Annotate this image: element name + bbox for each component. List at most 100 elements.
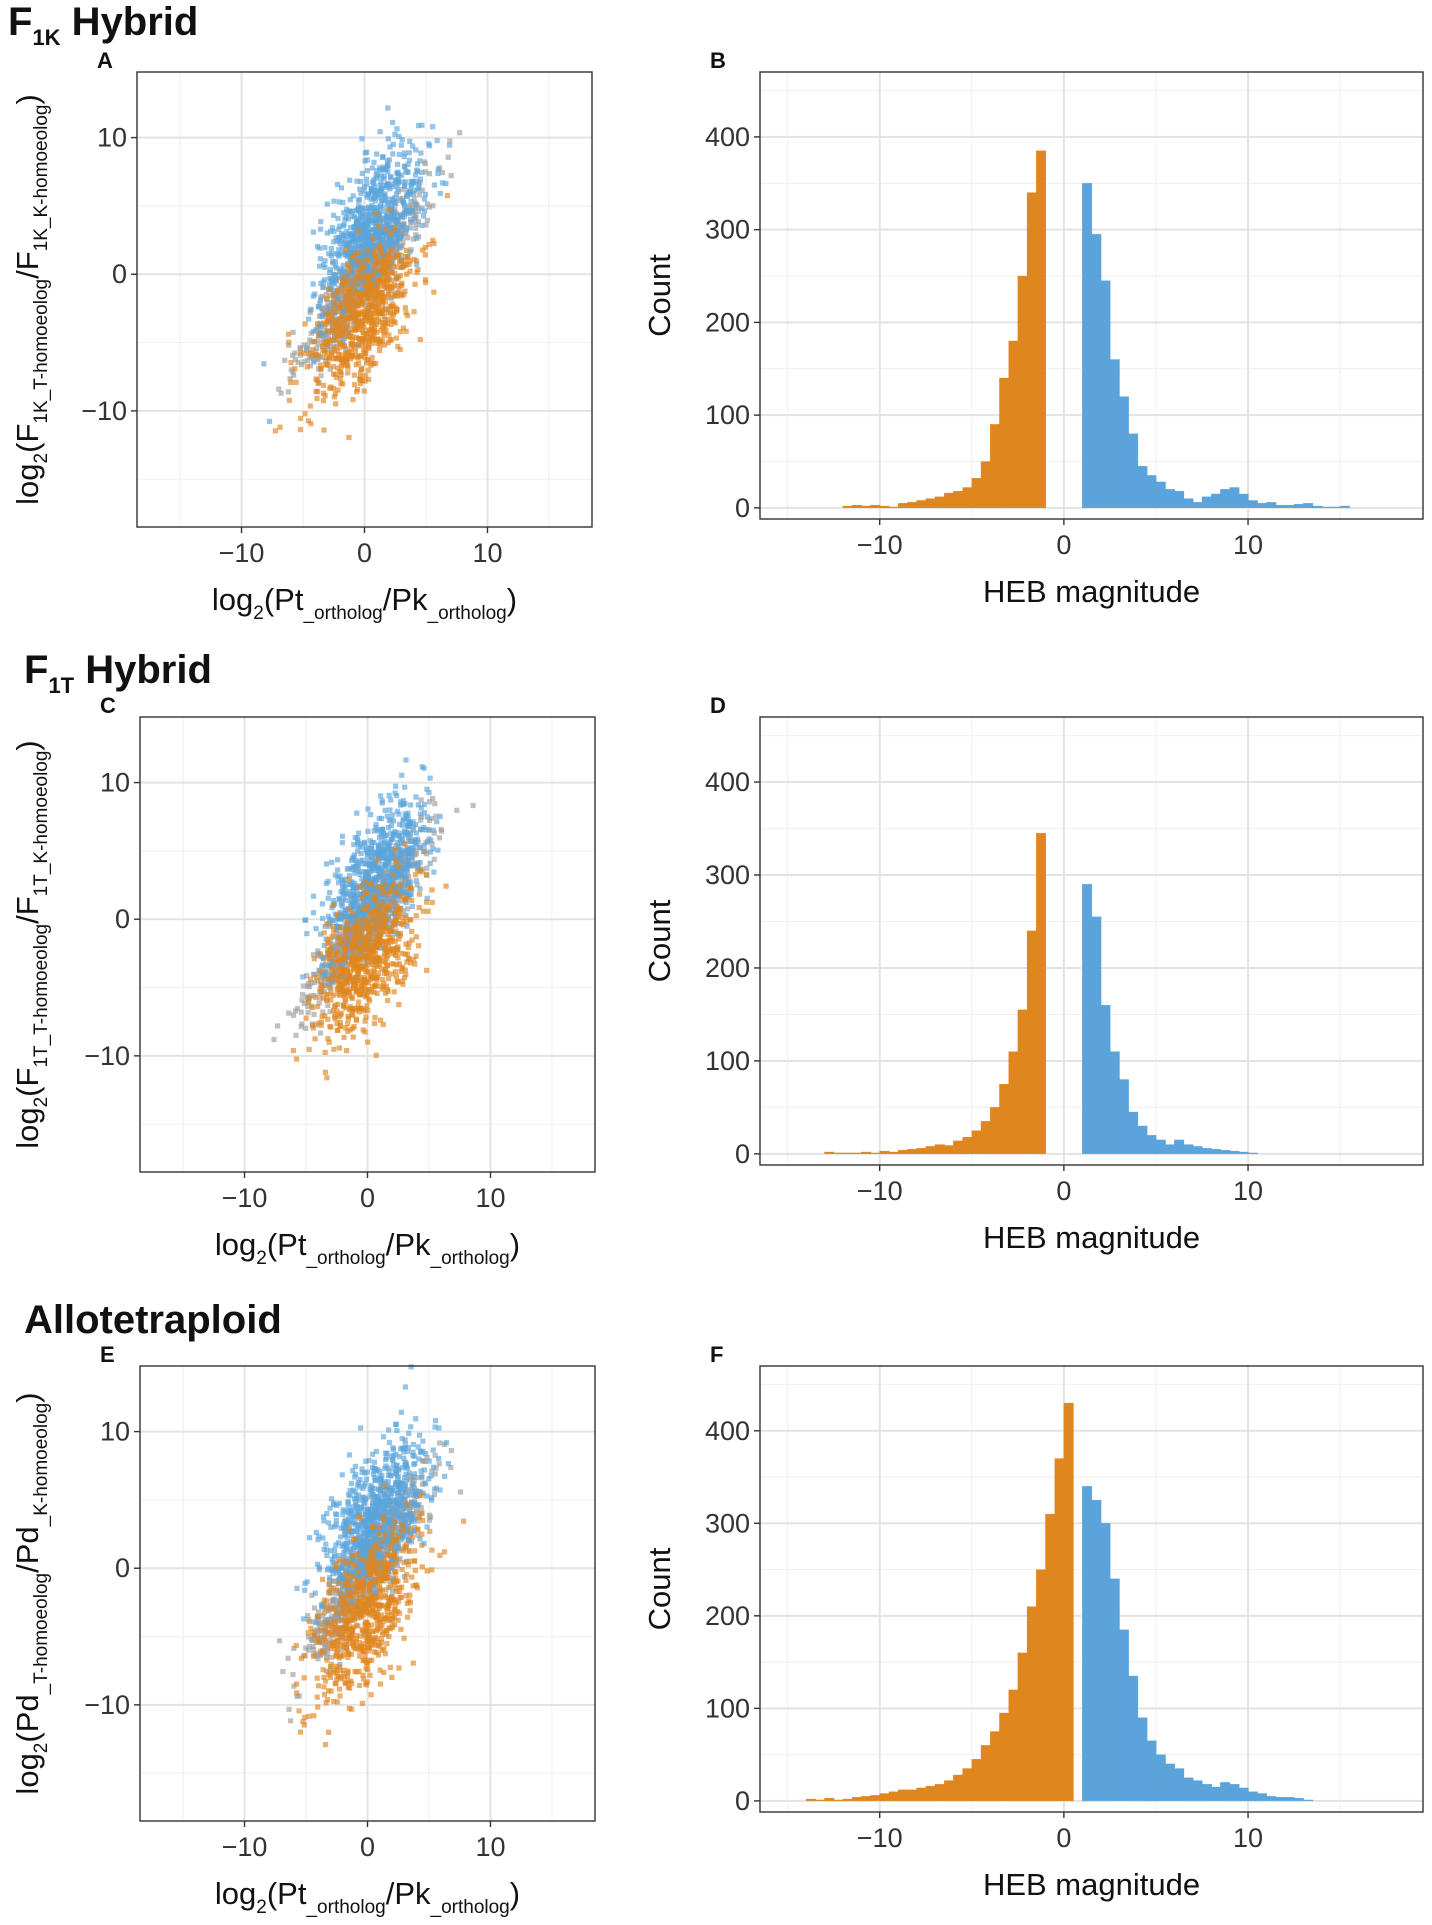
scatter-point	[338, 877, 345, 883]
scatter-point	[354, 291, 360, 297]
scatter-point	[345, 1015, 352, 1022]
scatter-point	[305, 1009, 311, 1016]
scatter-point	[402, 801, 408, 807]
scatter-point	[393, 232, 399, 239]
scatter-point	[366, 327, 372, 333]
scatter-point	[395, 914, 401, 920]
scatter-point	[378, 259, 384, 265]
scatter-point	[340, 970, 346, 976]
scatter-point	[338, 297, 344, 303]
scatter-point	[381, 333, 387, 339]
scatter-point	[350, 396, 356, 403]
scatter-point	[328, 228, 334, 234]
scatter-point	[306, 351, 312, 357]
bar	[1238, 493, 1249, 509]
scatter-point	[323, 292, 329, 298]
scatter-point	[368, 335, 374, 341]
scatter-point	[307, 976, 313, 982]
bar	[1026, 930, 1037, 1154]
scatter-point	[426, 817, 433, 824]
scatter-point	[357, 936, 363, 942]
scatter-point	[414, 167, 420, 173]
scatter-point	[359, 378, 366, 384]
scatter-point	[366, 998, 373, 1004]
scatter-point	[316, 1020, 322, 1026]
scatter-point	[391, 263, 397, 269]
scatter-point	[358, 178, 364, 185]
scatter-point	[373, 288, 379, 294]
bar	[1017, 1009, 1028, 1154]
scatter-point	[356, 250, 362, 256]
scatter-point	[409, 897, 415, 904]
scatter-point	[382, 323, 388, 329]
scatter-point	[378, 245, 385, 251]
scatter-point	[422, 279, 429, 285]
scatter-point	[286, 1010, 292, 1016]
scatter-point	[350, 279, 356, 285]
scatter-point	[362, 934, 368, 941]
scatter-point	[398, 213, 404, 219]
scatter-point	[330, 1578, 336, 1584]
scatter-point	[356, 196, 363, 203]
scatter-point	[404, 959, 410, 965]
scatter-point	[325, 1002, 331, 1009]
scatter-point	[388, 884, 395, 890]
scatter-point	[418, 150, 424, 156]
scatter-point	[412, 281, 418, 287]
scatter-point	[318, 978, 324, 984]
scatter-point	[375, 970, 382, 976]
scatter-point	[386, 221, 392, 227]
scatter-point	[351, 326, 358, 333]
bar	[916, 500, 927, 509]
scatter-point	[325, 300, 331, 306]
scatter-point	[408, 960, 414, 966]
scatter-point	[350, 297, 356, 303]
scatter-point	[358, 966, 364, 972]
scatter-point	[384, 248, 390, 254]
scatter-point	[381, 330, 387, 336]
scatter-point	[358, 275, 364, 281]
scatter-point	[402, 209, 408, 215]
scatter-point	[373, 254, 379, 261]
bar	[1247, 500, 1258, 509]
scatter-point	[392, 952, 399, 958]
scatter-point	[335, 387, 341, 393]
scatter-point	[416, 904, 422, 911]
scatter-point	[357, 186, 363, 192]
scatter-point	[381, 342, 388, 348]
scatter-point	[383, 226, 389, 233]
scatter-point	[373, 822, 379, 828]
scatter-point	[367, 936, 373, 942]
scatter-point	[365, 232, 371, 238]
scatter-point	[388, 287, 394, 293]
scatter-point	[354, 917, 360, 924]
scatter-point	[401, 975, 408, 981]
scatter-point	[365, 959, 371, 965]
scatter-point	[392, 875, 398, 881]
scatter-point	[388, 823, 394, 829]
scatter-point	[339, 305, 345, 311]
scatter-point	[421, 825, 427, 831]
scatter-point	[391, 989, 397, 995]
scatter-point	[362, 354, 368, 361]
scatter-point	[354, 221, 360, 227]
scatter-point	[326, 281, 333, 288]
scatter-point	[398, 282, 404, 289]
bar	[861, 505, 872, 509]
bar	[1036, 150, 1047, 509]
scatter-point	[329, 917, 335, 923]
scatter-point	[317, 1624, 323, 1630]
scatter-point	[371, 251, 377, 258]
scatter-point	[368, 288, 374, 295]
scatter-point	[339, 956, 345, 962]
scatter-point	[400, 981, 406, 987]
scatter-point	[291, 372, 297, 378]
y-axis-label: log2(F1T_T-homoeolog/F1T_K-homoeolog)	[10, 740, 52, 1149]
scatter-point	[365, 308, 371, 314]
scatter-point	[332, 917, 338, 924]
scatter-point	[370, 180, 377, 187]
scatter-point	[389, 211, 395, 218]
scatter-point	[301, 342, 307, 348]
scatter-point	[310, 328, 317, 335]
scatter-point	[350, 916, 356, 922]
